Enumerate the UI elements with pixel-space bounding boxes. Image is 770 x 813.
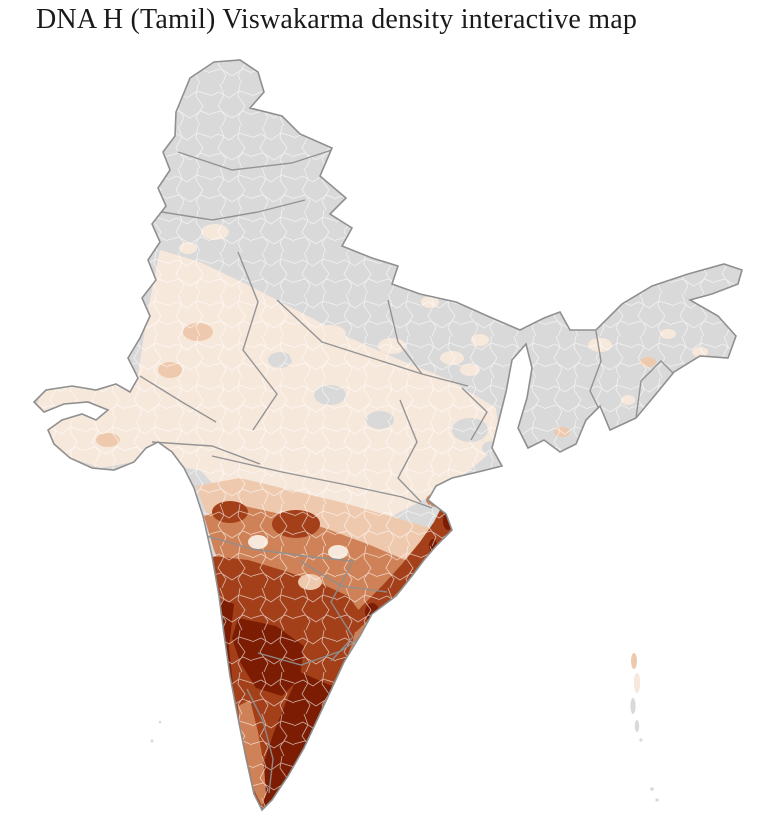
india-outline bbox=[32, 59, 743, 812]
lakshadweep-islands[interactable] bbox=[150, 720, 162, 743]
district-borders-overlay bbox=[34, 60, 742, 810]
andaman-nicobar-islands[interactable] bbox=[630, 653, 659, 802]
state-borders bbox=[139, 149, 674, 794]
page-title: DNA H (Tamil) Viswakarma density interac… bbox=[36, 4, 638, 35]
